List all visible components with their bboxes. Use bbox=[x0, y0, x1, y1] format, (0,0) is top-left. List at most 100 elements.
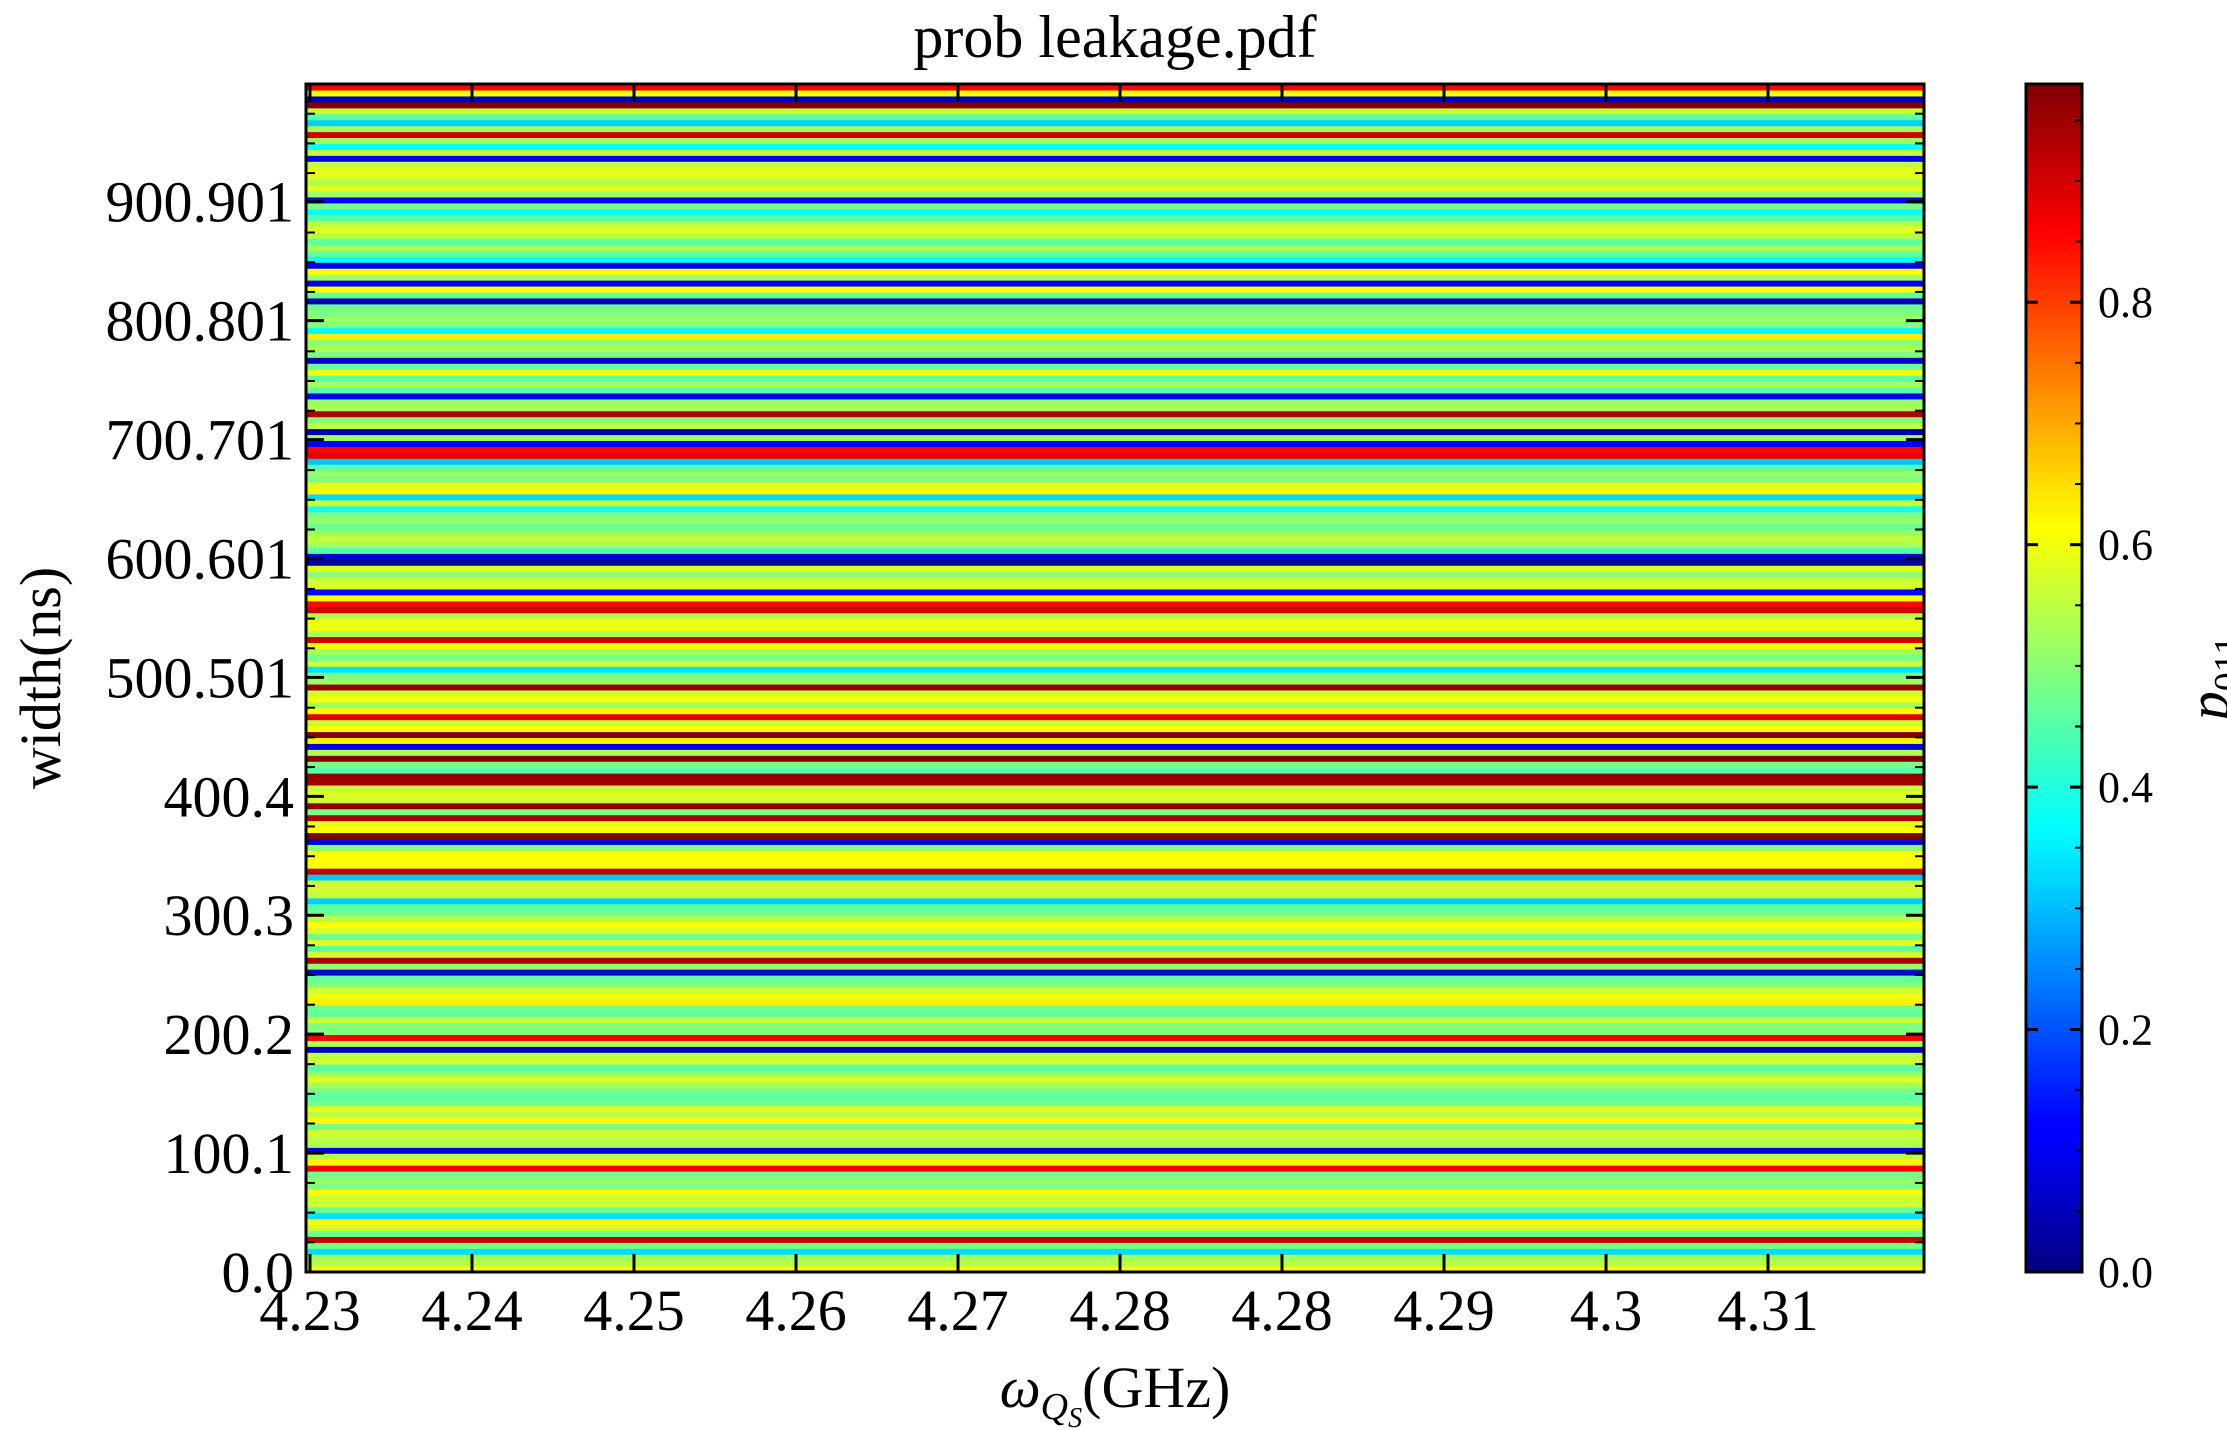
heatmap-stripe bbox=[306, 1034, 1924, 1041]
heatmap-stripe bbox=[306, 1230, 1924, 1237]
heatmap-stripe bbox=[306, 713, 1924, 721]
x-tick-label: 4.29 bbox=[1393, 1278, 1495, 1343]
heatmap-stripe bbox=[306, 998, 1924, 1006]
heatmap-stripe bbox=[306, 244, 1924, 251]
heatmap-stripe bbox=[306, 1218, 1924, 1226]
y-tick-label: 500.501 bbox=[106, 645, 295, 710]
heatmap-stripe bbox=[306, 149, 1924, 156]
heatmap-stripe bbox=[306, 339, 1924, 346]
heatmap-stripe bbox=[306, 464, 1924, 471]
heatmap-stripe bbox=[306, 790, 1924, 798]
y-tick-label: 200.2 bbox=[164, 1002, 295, 1067]
heatmap-stripe bbox=[306, 1081, 1924, 1089]
heatmap-stripe bbox=[306, 1016, 1924, 1024]
heatmap-stripe bbox=[306, 856, 1924, 863]
heatmap-stripe bbox=[306, 434, 1924, 441]
heatmap-stripe bbox=[306, 369, 1924, 376]
heatmap-stripe bbox=[306, 1111, 1924, 1119]
heatmap-cells bbox=[306, 84, 1924, 1272]
heatmap-stripe bbox=[306, 672, 1924, 679]
heatmap-stripe bbox=[306, 125, 1924, 133]
colorbar-tick-label: 0.6 bbox=[2098, 521, 2153, 570]
heatmap-stripe bbox=[306, 577, 1924, 584]
heatmap-stripe bbox=[306, 636, 1924, 643]
heatmap-stripe bbox=[306, 214, 1924, 222]
heatmap-stripe bbox=[306, 1123, 1924, 1131]
y-tick-label: 900.901 bbox=[106, 170, 295, 235]
heatmap-stripe bbox=[306, 297, 1924, 305]
heatmap-stripe bbox=[306, 648, 1924, 655]
heatmap-stripe bbox=[306, 392, 1924, 400]
heatmap-stripe bbox=[306, 321, 1924, 329]
heatmap-stripe bbox=[306, 980, 1924, 988]
heatmap-stripe bbox=[306, 618, 1924, 626]
heatmap-stripe bbox=[306, 963, 1924, 970]
heatmap-stripe bbox=[306, 535, 1924, 542]
heatmap-stripe bbox=[306, 594, 1924, 602]
heatmap-stripe bbox=[306, 951, 1924, 958]
colorbar-label-sub: 011 bbox=[2207, 636, 2227, 692]
heatmap-stripe bbox=[306, 173, 1924, 180]
heatmap-stripe bbox=[306, 452, 1924, 459]
heatmap-stripe bbox=[306, 624, 1924, 632]
heatmap-stripe bbox=[306, 529, 1924, 537]
heatmap-stripe bbox=[306, 499, 1924, 507]
heatmap-stripe bbox=[306, 523, 1924, 531]
heatmap-stripe bbox=[306, 731, 1924, 738]
heatmap-stripe bbox=[306, 274, 1924, 281]
y-tick-label: 0.0 bbox=[222, 1240, 295, 1305]
heatmap-stripe bbox=[306, 749, 1924, 756]
x-axis-label-symbol: ω bbox=[1000, 1355, 1041, 1420]
heatmap-stripe bbox=[306, 719, 1924, 727]
x-tick-label: 4.28 bbox=[1231, 1278, 1333, 1343]
heatmap-stripe bbox=[306, 422, 1924, 430]
heatmap-stripe bbox=[306, 232, 1924, 240]
x-axis-label-unit: (GHz) bbox=[1082, 1355, 1230, 1420]
heatmap-stripe bbox=[306, 606, 1924, 614]
heatmap-stripe bbox=[306, 868, 1924, 875]
heatmap-stripe bbox=[306, 1266, 1924, 1272]
heatmap-stripe bbox=[306, 268, 1924, 275]
heatmap-stripe bbox=[306, 885, 1924, 893]
heatmap-stripe bbox=[306, 505, 1924, 513]
heatmap-stripe bbox=[306, 1004, 1924, 1012]
x-tick-label: 4.3 bbox=[1570, 1278, 1643, 1343]
heatmap-stripe bbox=[306, 1194, 1924, 1202]
heatmap-stripe bbox=[306, 1141, 1924, 1148]
heatmap-stripe bbox=[306, 796, 1924, 804]
colorbar-tick-label: 0.2 bbox=[2098, 1006, 2153, 1055]
y-axis: 0.0 100.1 200.2 300.3 400.4 500.501 600.601 700… bbox=[106, 112, 1924, 1305]
heatmap-stripe bbox=[306, 678, 1924, 685]
heatmap-stripe bbox=[306, 559, 1924, 566]
heatmap-stripe bbox=[306, 1117, 1924, 1125]
heatmap-stripe bbox=[306, 345, 1924, 352]
heatmap-stripe bbox=[306, 446, 1924, 453]
heatmap-stripe bbox=[306, 1171, 1924, 1178]
heatmap-stripe bbox=[306, 1165, 1924, 1172]
heatmap-stripe bbox=[306, 986, 1924, 994]
heatmap-stripe bbox=[306, 755, 1924, 762]
heatmap-stripe bbox=[306, 1188, 1924, 1196]
heatmap-stripe bbox=[306, 1159, 1924, 1166]
heatmap-stripe bbox=[306, 660, 1924, 667]
heatmap-stripe bbox=[306, 381, 1924, 388]
heatmap-stripe bbox=[306, 897, 1924, 905]
heatmap-stripe bbox=[306, 470, 1924, 477]
heatmap-stripe bbox=[306, 975, 1924, 982]
heatmap-stripe bbox=[306, 992, 1924, 1000]
heatmap-stripe bbox=[306, 131, 1924, 139]
colorbar bbox=[2024, 82, 2084, 1274]
heatmap-stripe bbox=[306, 666, 1924, 673]
heatmap-stripe bbox=[306, 1099, 1924, 1107]
heatmap-stripe bbox=[306, 517, 1924, 525]
heatmap-stripe bbox=[306, 196, 1924, 204]
heatmap-stripe bbox=[306, 226, 1924, 234]
heatmap-stripe bbox=[306, 773, 1924, 780]
heatmap-stripe bbox=[306, 107, 1924, 115]
heatmap-stripe bbox=[306, 921, 1924, 929]
heatmap-stripe bbox=[306, 315, 1924, 323]
heatmap-stripe bbox=[306, 280, 1924, 287]
heatmap-stripe bbox=[306, 416, 1924, 424]
heatmap-stripe bbox=[306, 1242, 1924, 1249]
